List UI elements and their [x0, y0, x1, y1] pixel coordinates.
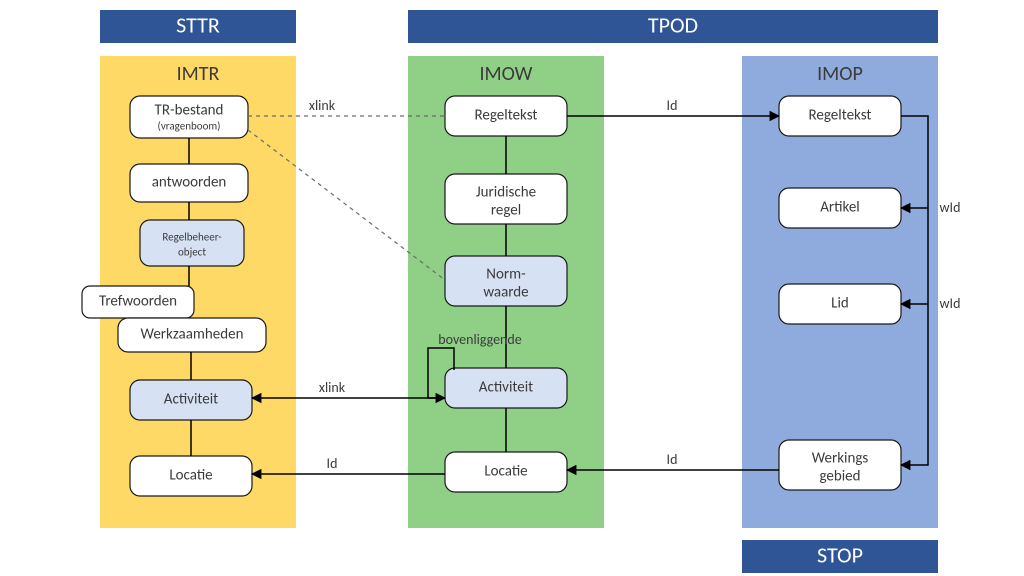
node-trefwoorden-label: Trefwoorden: [99, 293, 177, 311]
edge-id-bot-right-label: Id: [667, 451, 678, 468]
edge-wid-artikel-label: wId: [940, 199, 961, 216]
node-werkings-l1: Werkings: [812, 450, 869, 468]
node-juridische-l2: regel: [491, 202, 521, 220]
node-normwaarde: Norm- waarde: [445, 256, 567, 306]
node-antwoorden: antwoorden: [130, 164, 248, 202]
node-norm-l1: Norm-: [486, 266, 526, 284]
node-activiteit-left: Activiteit: [130, 380, 252, 420]
node-activiteit-mid-label: Activiteit: [479, 379, 533, 397]
edge-xlink-top-label: xlink: [309, 97, 336, 114]
edge-id-top-label: Id: [667, 97, 678, 114]
node-juridische: Juridische regel: [445, 174, 567, 224]
node-activiteit-left-label: Activiteit: [164, 391, 218, 409]
header-stop-label: STOP: [817, 541, 863, 568]
edge-wid-lid-label: wId: [940, 295, 961, 312]
node-werkzaamheden: Werkzaamheden: [118, 318, 266, 352]
node-tr-bestand-l2: (vragenboom): [157, 120, 220, 133]
edge-xlink-mid-label: xlink: [319, 379, 346, 396]
diagram-canvas: STTR TPOD IMTR IMOW IMOP STOP TR-bestand…: [0, 0, 1024, 576]
node-locatie-left-label: Locatie: [169, 467, 212, 485]
node-locatie-mid-label: Locatie: [484, 463, 527, 481]
node-antwoorden-label: antwoorden: [152, 174, 227, 192]
edge-id-bot-left-label: Id: [327, 455, 338, 472]
group-imtr-title: IMTR: [177, 62, 220, 86]
node-regeltekst-mid: Regeltekst: [445, 96, 567, 136]
header-sttr-label: STTR: [176, 11, 220, 38]
node-werkingsgebied: Werkings gebied: [779, 440, 901, 490]
group-imop-title: IMOP: [817, 62, 863, 86]
node-locatie-mid: Locatie: [445, 452, 567, 492]
node-norm-l2: waarde: [483, 284, 528, 302]
node-juridische-l1: Juridische: [476, 184, 536, 202]
node-regelbeheer-l2: object: [178, 246, 206, 259]
node-regelbeheer: Regelbeheer- object: [140, 220, 244, 266]
node-lid: Lid: [779, 284, 901, 324]
node-artikel-label: Artikel: [820, 199, 860, 217]
group-imow-title: IMOW: [480, 62, 533, 86]
node-regeltekst-mid-label: Regeltekst: [475, 107, 538, 125]
node-activiteit-mid: Activiteit: [445, 368, 567, 408]
node-artikel: Artikel: [779, 188, 901, 228]
node-regeltekst-right: Regeltekst: [779, 96, 901, 136]
node-werkzaamheden-label: Werkzaamheden: [141, 326, 244, 344]
node-tr-bestand: TR-bestand (vragenboom): [130, 96, 248, 138]
node-lid-label: Lid: [831, 295, 849, 313]
header-tpod-label: TPOD: [648, 11, 698, 38]
node-werkings-l2: gebied: [819, 468, 860, 486]
node-regelbeheer-l1: Regelbeheer-: [162, 231, 221, 244]
edge-bovenliggende-label: bovenliggende: [438, 331, 521, 348]
node-locatie-left: Locatie: [130, 456, 252, 496]
node-tr-bestand-l1: TR-bestand: [155, 102, 224, 120]
node-trefwoorden: Trefwoorden: [82, 286, 194, 318]
node-regeltekst-right-label: Regeltekst: [809, 107, 872, 125]
